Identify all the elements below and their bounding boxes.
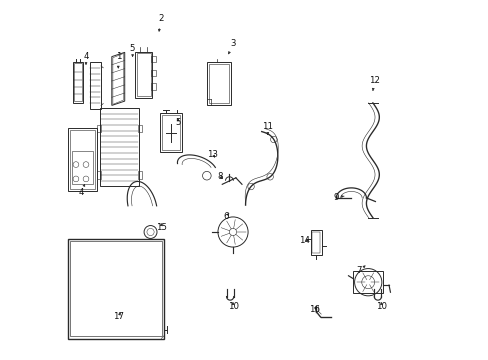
Bar	[138, 125, 142, 132]
Bar	[160, 113, 182, 152]
Bar	[97, 171, 101, 179]
Text: 4: 4	[83, 52, 88, 64]
Text: 5: 5	[175, 118, 181, 127]
Text: 6: 6	[224, 212, 229, 221]
Bar	[151, 56, 155, 62]
Bar	[89, 62, 101, 109]
Bar	[312, 231, 320, 253]
Bar	[68, 128, 97, 192]
Text: 5: 5	[130, 44, 135, 57]
Bar	[97, 125, 101, 132]
Text: 3: 3	[228, 39, 235, 54]
Text: 10: 10	[375, 302, 386, 311]
Bar	[70, 241, 162, 336]
Bar	[151, 69, 155, 76]
Bar	[310, 230, 321, 255]
Bar	[151, 83, 155, 90]
Text: 2: 2	[158, 14, 163, 31]
Text: 17: 17	[113, 312, 123, 321]
Text: 1: 1	[115, 52, 121, 68]
Text: 7: 7	[356, 266, 365, 275]
Bar	[72, 151, 93, 184]
Bar	[70, 130, 95, 189]
Text: 12: 12	[368, 76, 379, 90]
Bar	[68, 239, 164, 338]
Text: 13: 13	[207, 150, 218, 159]
Text: 16: 16	[308, 305, 319, 314]
Bar	[138, 171, 142, 179]
Bar	[208, 64, 229, 103]
Bar	[137, 53, 150, 96]
Bar	[74, 63, 82, 101]
Bar	[352, 271, 383, 293]
Text: 14: 14	[299, 236, 309, 245]
Text: 9: 9	[333, 193, 344, 202]
Bar	[206, 62, 231, 105]
Bar	[135, 51, 152, 98]
Bar	[100, 108, 139, 186]
Text: 15: 15	[156, 223, 166, 232]
Text: 4: 4	[79, 184, 84, 197]
Text: 11: 11	[262, 122, 273, 135]
Bar	[162, 116, 180, 150]
Text: 8: 8	[217, 172, 223, 181]
Text: 10: 10	[227, 302, 238, 311]
